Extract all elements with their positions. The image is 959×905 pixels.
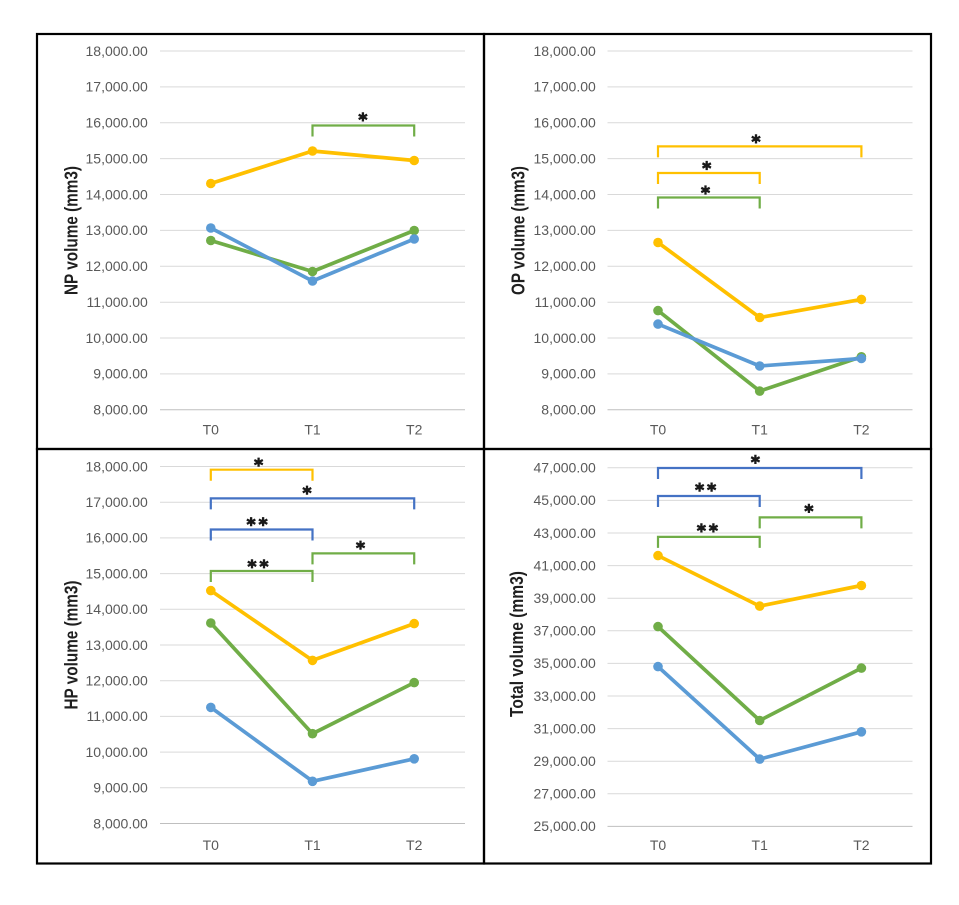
svg-text:11,000.00: 11,000.00	[87, 708, 148, 724]
svg-text:9,000.00: 9,000.00	[93, 366, 148, 382]
svg-text:14,000.00: 14,000.00	[534, 186, 596, 202]
svg-text:T0: T0	[203, 837, 220, 853]
svg-text:14,000.00: 14,000.00	[86, 601, 148, 617]
svg-text:17,000.00: 17,000.00	[86, 494, 148, 510]
svg-text:18,000.00: 18,000.00	[86, 458, 148, 474]
svg-text:47,000.00: 47,000.00	[534, 460, 596, 476]
svg-text:25,000.00: 25,000.00	[534, 818, 596, 834]
svg-text:11,000.00: 11,000.00	[87, 294, 148, 310]
svg-text:9,000.00: 9,000.00	[541, 366, 596, 382]
svg-text:14,000.00: 14,000.00	[86, 186, 148, 202]
svg-text:35,000.00: 35,000.00	[534, 655, 596, 671]
svg-text:29,000.00: 29,000.00	[534, 753, 596, 769]
svg-text:T1: T1	[752, 837, 769, 853]
svg-text:T0: T0	[203, 422, 220, 438]
svg-text:10,000.00: 10,000.00	[86, 330, 148, 346]
svg-text:T1: T1	[752, 422, 769, 438]
svg-text:13,000.00: 13,000.00	[86, 222, 148, 238]
svg-text:16,000.00: 16,000.00	[86, 530, 148, 546]
svg-text:OP volume (mm3): OP volume (mm3)	[509, 166, 529, 295]
svg-text:18,000.00: 18,000.00	[534, 43, 596, 59]
svg-text:33,000.00: 33,000.00	[534, 688, 596, 704]
svg-text:8,000.00: 8,000.00	[93, 402, 148, 418]
svg-text:31,000.00: 31,000.00	[534, 720, 596, 736]
svg-text:T1: T1	[304, 837, 321, 853]
svg-text:T2: T2	[853, 837, 870, 853]
svg-text:45,000.00: 45,000.00	[534, 492, 596, 508]
svg-text:NP volume (mm3): NP volume (mm3)	[62, 166, 82, 295]
svg-text:12,000.00: 12,000.00	[86, 673, 148, 689]
svg-text:39,000.00: 39,000.00	[534, 590, 596, 606]
svg-text:9,000.00: 9,000.00	[93, 780, 148, 796]
svg-text:8,000.00: 8,000.00	[93, 815, 148, 831]
svg-text:12,000.00: 12,000.00	[86, 258, 148, 274]
svg-text:10,000.00: 10,000.00	[86, 744, 148, 760]
svg-text:17,000.00: 17,000.00	[86, 79, 148, 95]
svg-text:HP volume (mm3): HP volume (mm3)	[62, 581, 82, 710]
svg-text:11,000.00: 11,000.00	[535, 294, 596, 310]
svg-text:41,000.00: 41,000.00	[534, 557, 596, 573]
svg-text:8,000.00: 8,000.00	[541, 402, 596, 418]
svg-text:Total volume (mm3): Total volume (mm3)	[507, 571, 527, 717]
svg-text:27,000.00: 27,000.00	[534, 786, 596, 802]
svg-text:13,000.00: 13,000.00	[534, 222, 596, 238]
svg-text:37,000.00: 37,000.00	[534, 623, 596, 639]
svg-text:T2: T2	[853, 422, 870, 438]
svg-text:T2: T2	[406, 422, 423, 438]
svg-text:18,000.00: 18,000.00	[86, 43, 148, 59]
svg-text:43,000.00: 43,000.00	[534, 525, 596, 541]
svg-text:15,000.00: 15,000.00	[86, 150, 148, 166]
svg-text:10,000.00: 10,000.00	[534, 330, 596, 346]
svg-text:12,000.00: 12,000.00	[534, 258, 596, 274]
svg-text:T0: T0	[650, 837, 667, 853]
svg-text:15,000.00: 15,000.00	[86, 565, 148, 581]
svg-text:16,000.00: 16,000.00	[86, 115, 148, 131]
svg-text:T2: T2	[406, 837, 423, 853]
svg-text:13,000.00: 13,000.00	[86, 637, 148, 653]
svg-text:T1: T1	[304, 422, 321, 438]
svg-text:16,000.00: 16,000.00	[534, 115, 596, 131]
svg-text:T0: T0	[650, 422, 667, 438]
svg-text:17,000.00: 17,000.00	[534, 79, 596, 95]
svg-text:15,000.00: 15,000.00	[534, 150, 596, 166]
